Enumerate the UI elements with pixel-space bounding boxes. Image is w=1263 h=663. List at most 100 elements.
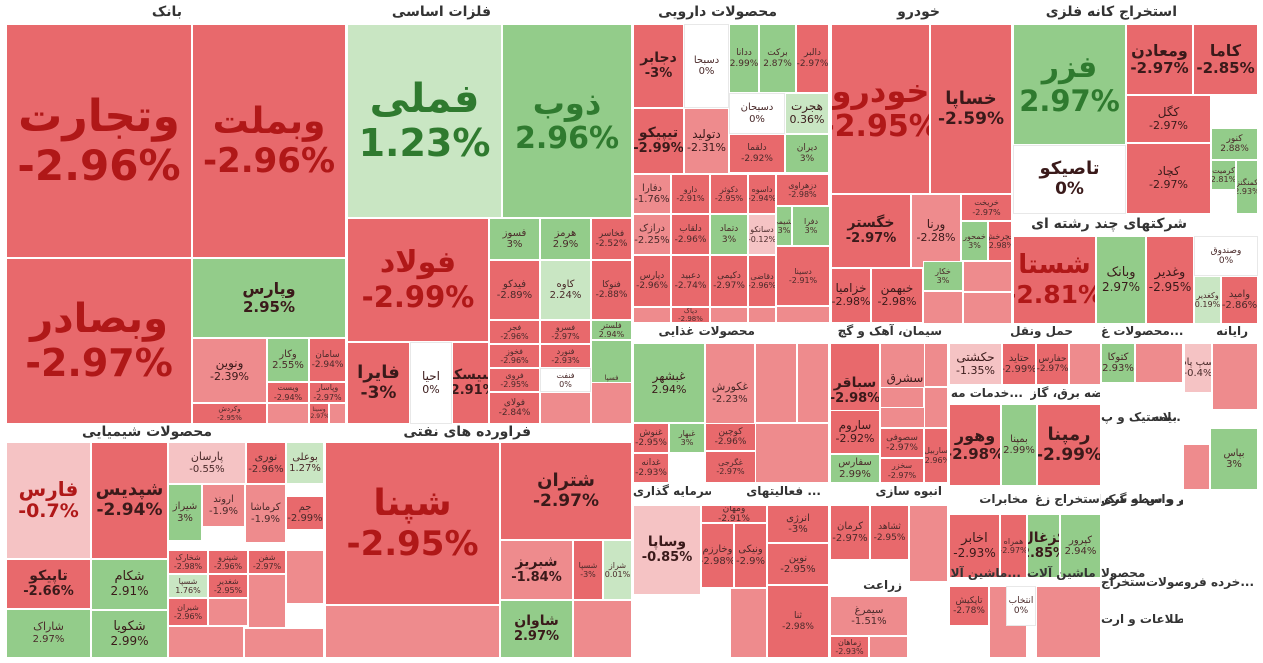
stock-tile[interactable]: وتجارت -2.96%: [6, 24, 192, 258]
stock-tile[interactable]: خکار 3%: [923, 261, 963, 291]
stock-tile[interactable]: دکوثر -2.95%: [710, 174, 748, 214]
stock-tile[interactable]: جم -2.99%: [286, 496, 324, 530]
stock-tile[interactable]: فنوکا -2.88%: [591, 260, 632, 320]
stock-tile[interactable]: [1069, 343, 1101, 385]
stock-tile[interactable]: ساروم -2.92%: [830, 410, 880, 454]
stock-tile[interactable]: فایرا -3%: [347, 342, 410, 424]
stock-tile[interactable]: حکشتی -1.35%: [949, 343, 1002, 385]
stock-tile[interactable]: شپترو -2.96%: [208, 550, 248, 574]
stock-tile[interactable]: ثنا -2.98%: [767, 585, 829, 658]
stock-tile[interactable]: ومهان -2.91%: [701, 505, 767, 523]
stock-tile[interactable]: کمنگنز2.93%: [1236, 160, 1258, 214]
stock-tile[interactable]: سخزر -2.97%: [880, 458, 924, 483]
stock-tile[interactable]: [591, 382, 632, 424]
stock-tile[interactable]: تاپیکو -2.66%: [6, 559, 91, 609]
stock-tile[interactable]: فملی 1.23%: [347, 24, 502, 218]
stock-tile[interactable]: ومعادن -2.97%: [1126, 24, 1193, 95]
stock-tile[interactable]: وساپا -0.85%: [633, 505, 701, 595]
stock-tile[interactable]: شبریز -1.84%: [500, 540, 573, 600]
stock-tile[interactable]: تیپیکو -2.99%: [633, 108, 684, 174]
stock-tile[interactable]: [748, 307, 776, 323]
stock-tile[interactable]: هرمز 2.9%: [540, 218, 591, 260]
stock-tile[interactable]: وغدیر -2.95%: [1146, 236, 1194, 324]
stock-tile[interactable]: [286, 550, 324, 604]
stock-tile[interactable]: وکغدیر 0.19%: [1194, 276, 1221, 324]
stock-tile[interactable]: خمحور 3%: [961, 221, 988, 261]
stock-tile[interactable]: برکت 2.87%: [759, 24, 796, 93]
stock-tile[interactable]: اروند -1.9%: [202, 484, 245, 527]
stock-tile[interactable]: فیدکو -2.89%: [489, 260, 540, 320]
stock-tile[interactable]: خگستر -2.97%: [831, 194, 911, 268]
stock-tile[interactable]: [244, 628, 324, 658]
stock-tile[interactable]: [869, 636, 908, 658]
stock-tile[interactable]: شاوان 2.97%: [500, 600, 573, 658]
stock-tile[interactable]: هجرت 0.36%: [785, 93, 829, 134]
stock-tile[interactable]: زماهان -2.93%: [830, 636, 869, 658]
stock-tile[interactable]: وپارس 2.95%: [192, 258, 346, 338]
stock-tile[interactable]: [329, 403, 346, 424]
stock-tile[interactable]: فارس -0.7%: [6, 442, 91, 559]
stock-tile[interactable]: ونوین -2.39%: [192, 338, 267, 403]
stock-tile[interactable]: دسانکو -0.12%: [748, 214, 776, 255]
stock-tile[interactable]: همراه -2.97%: [1000, 514, 1027, 578]
stock-tile[interactable]: [267, 403, 309, 424]
stock-tile[interactable]: وسینا -2.97%: [309, 403, 329, 424]
stock-tile[interactable]: فسوز 3%: [489, 218, 540, 260]
stock-tile[interactable]: کرمیت 2.81%: [1211, 160, 1236, 190]
stock-tile[interactable]: درازک -2.25%: [633, 214, 671, 255]
stock-tile[interactable]: رمپنا -2.99%: [1037, 404, 1101, 486]
stock-tile[interactable]: دپاک -2.98%: [671, 307, 710, 323]
stock-tile[interactable]: دتولید -2.31%: [684, 108, 729, 174]
stock-tile[interactable]: ویست -2.94%: [267, 382, 309, 403]
stock-tile[interactable]: کگل -2.97%: [1126, 95, 1211, 143]
stock-tile[interactable]: [755, 343, 797, 423]
stock-tile[interactable]: دکیمی -2.97%: [710, 255, 748, 307]
stock-tile[interactable]: خودرو-2.95%: [831, 24, 930, 194]
stock-tile[interactable]: خساپا -2.59%: [930, 24, 1012, 194]
stock-tile[interactable]: [924, 343, 948, 387]
stock-tile[interactable]: [540, 392, 591, 424]
stock-tile[interactable]: سصوفی -2.97%: [880, 428, 924, 458]
stock-tile[interactable]: فخوز -2.96%: [489, 344, 540, 368]
stock-tile[interactable]: شستا-2.81%: [1013, 236, 1096, 324]
stock-tile[interactable]: [325, 605, 500, 658]
stock-tile[interactable]: کاما -2.85%: [1193, 24, 1258, 95]
stock-tile[interactable]: دزهراوی -2.98%: [776, 174, 829, 206]
stock-tile[interactable]: [924, 387, 948, 428]
stock-tile[interactable]: ساربیل-2.96%: [924, 428, 948, 483]
stock-tile[interactable]: دیران 3%: [785, 134, 829, 173]
stock-tile[interactable]: دارو -2.91%: [671, 174, 710, 214]
stock-tile[interactable]: حفارس -2.97%: [1036, 343, 1069, 385]
stock-tile[interactable]: وکار 2.55%: [267, 338, 309, 382]
stock-tile[interactable]: بوعلی 1.27%: [286, 442, 324, 484]
stock-tile[interactable]: [248, 574, 286, 628]
stock-tile[interactable]: غبهار 3%: [669, 423, 705, 453]
stock-tile[interactable]: وخارزم -2.98%: [701, 523, 734, 588]
stock-tile[interactable]: [168, 626, 244, 658]
stock-tile[interactable]: فجر -2.96%: [489, 320, 540, 344]
stock-tile[interactable]: احیا 0%: [410, 342, 452, 424]
stock-tile[interactable]: دعبید -2.74%: [671, 255, 710, 307]
stock-tile[interactable]: غنوش -2.95%: [633, 423, 669, 453]
stock-tile[interactable]: سامان -2.94%: [309, 338, 346, 382]
stock-tile[interactable]: شکویا 2.99%: [91, 610, 168, 658]
stock-tile[interactable]: تاپکیش -2.78%: [949, 586, 989, 626]
stock-tile[interactable]: نوین -2.95%: [767, 543, 829, 585]
stock-tile[interactable]: ورنا -2.28%: [911, 194, 961, 268]
stock-tile[interactable]: دسینا -2.91%: [776, 246, 830, 306]
stock-tile[interactable]: فولای -2.84%: [489, 392, 540, 424]
stock-tile[interactable]: وبصادر -2.97%: [6, 258, 192, 424]
stock-tile[interactable]: [1212, 343, 1258, 410]
stock-tile[interactable]: تاصیکو 0%: [1013, 145, 1126, 214]
stock-tile[interactable]: وامید -2.86%: [1221, 276, 1258, 324]
stock-tile[interactable]: پارسان -0.55%: [168, 442, 246, 484]
stock-tile[interactable]: دفارا -1.76%: [633, 174, 671, 214]
stock-tile[interactable]: شغدیر -2.95%: [208, 574, 248, 598]
stock-tile[interactable]: غگرجی -2.97%: [705, 451, 756, 483]
stock-tile[interactable]: [710, 307, 748, 323]
stock-tile[interactable]: شتران -2.97%: [500, 442, 632, 540]
stock-tile[interactable]: ذوب 2.96%: [502, 24, 632, 218]
stock-tile[interactable]: غبشهر 2.94%: [633, 343, 705, 423]
stock-tile[interactable]: دقاضی -2.96%: [748, 255, 776, 307]
stock-tile[interactable]: شخارک -2.98%: [168, 550, 208, 574]
